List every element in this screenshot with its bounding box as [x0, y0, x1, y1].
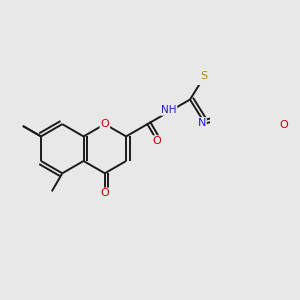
Text: O: O: [100, 188, 109, 198]
Text: O: O: [279, 120, 288, 130]
Text: O: O: [153, 136, 162, 146]
Text: S: S: [201, 71, 208, 81]
Text: N: N: [197, 118, 206, 128]
Text: O: O: [100, 119, 109, 129]
Text: NH: NH: [161, 105, 176, 115]
